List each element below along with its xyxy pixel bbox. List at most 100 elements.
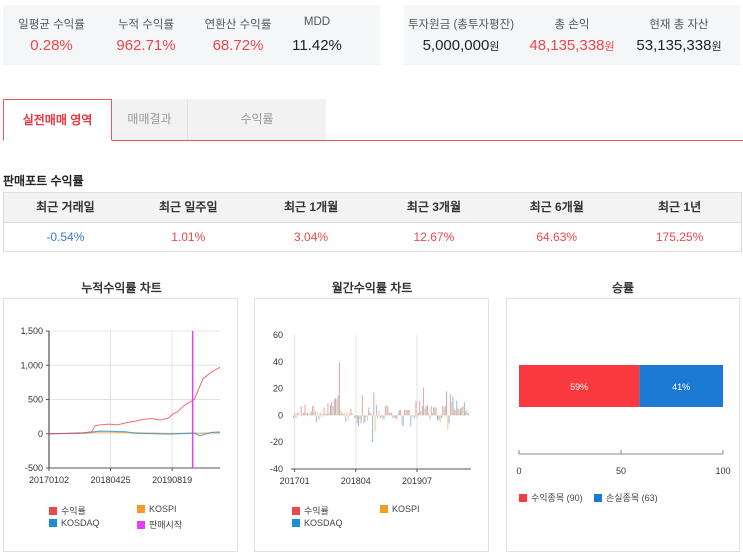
svg-text:201907: 201907 bbox=[402, 476, 432, 486]
stat-principal: 투자원금 (총투자평잔) 5,000,000원 bbox=[404, 5, 518, 65]
legend-swatch bbox=[49, 506, 57, 515]
legend-label: 손실종목 (63) bbox=[606, 493, 658, 503]
legend-swatch bbox=[594, 493, 602, 502]
table-header-row: 최근 거래일 최근 일주일 최근 1개월 최근 3개월 최근 6개월 최근 1년 bbox=[4, 193, 741, 222]
legend-swatch bbox=[49, 519, 57, 527]
stat-value: 48,135,338원 bbox=[518, 37, 626, 54]
currency-unit: 원 bbox=[604, 41, 615, 53]
svg-text:-500: -500 bbox=[25, 463, 43, 473]
svg-text:-20: -20 bbox=[270, 437, 283, 447]
tab-live-trading[interactable]: 실전매매 영역 bbox=[3, 99, 112, 141]
svg-text:100: 100 bbox=[715, 466, 730, 476]
stat-label: 누적 수익률 bbox=[117, 19, 175, 31]
legend-swatch bbox=[292, 506, 300, 515]
value-cell: 64.63% bbox=[536, 230, 578, 244]
stat-mdd: MDD 11.42% bbox=[284, 5, 350, 65]
stat-total-pnl: 총 손익 48,135,338원 bbox=[518, 5, 626, 65]
value-cell: 3.04% bbox=[294, 230, 329, 244]
monthly-chart-canvas: 60 40 20 0 -20 -40 201701 201804 201907 bbox=[270, 330, 471, 486]
stat-number: 53,135,338 bbox=[636, 37, 712, 54]
value-cell: 12.67% bbox=[413, 230, 455, 244]
svg-text:60: 60 bbox=[273, 330, 283, 340]
header-cell: 최근 거래일 bbox=[36, 200, 95, 214]
legend-item-kospi[interactable]: KOSPI bbox=[380, 504, 420, 514]
stat-value: 0.28% bbox=[30, 37, 73, 54]
tab-bar: 실전매매 영역 매매결과 수익률 bbox=[3, 99, 743, 141]
stat-annualized-return: 연환산 수익률 68.72% bbox=[192, 5, 284, 65]
value-cell: 1.01% bbox=[171, 230, 206, 244]
chart-title-winrate: 승률 bbox=[611, 281, 635, 295]
svg-text:500: 500 bbox=[28, 395, 43, 405]
legend-item-winning-stocks[interactable]: 수익종목 (90) bbox=[519, 491, 583, 504]
stat-label: 투자원금 (총투자평잔) bbox=[407, 19, 515, 31]
legend-swatch bbox=[292, 519, 300, 527]
svg-text:50: 50 bbox=[616, 466, 626, 476]
svg-text:0: 0 bbox=[38, 429, 43, 439]
summary-box-assets: 투자원금 (총투자평잔) 5,000,000원 총 손익 48,135,338원… bbox=[404, 5, 740, 65]
legend-swatch bbox=[137, 505, 145, 513]
legend-swatch bbox=[137, 520, 145, 529]
table-row: -0.54% 1.01% 3.04% 12.67% 64.63% 175.25% bbox=[4, 222, 741, 251]
tab-underline bbox=[3, 140, 743, 141]
chart-title-cumulative: 누적수익률 차트 bbox=[81, 281, 162, 295]
stat-number: 5,000,000 bbox=[422, 37, 490, 54]
stat-label: 연환산 수익률 bbox=[204, 19, 272, 31]
legend-swatch bbox=[380, 505, 388, 513]
currency-unit: 원 bbox=[489, 41, 500, 53]
cumulative-return-chart: 1,500 1,000 500 0 -500 20170102 20180425 201908… bbox=[3, 298, 238, 552]
winrate-chart-canvas: 59% 41% 0 50 100 bbox=[516, 365, 731, 476]
stat-total-assets: 현재 총 자산 53,135,338원 bbox=[626, 5, 732, 65]
svg-text:1,000: 1,000 bbox=[20, 360, 43, 370]
stat-label: 일평균 수익률 bbox=[18, 19, 85, 31]
legend-item-kospi[interactable]: KOSPI bbox=[137, 504, 177, 514]
svg-text:0: 0 bbox=[278, 410, 283, 420]
svg-text:59%: 59% bbox=[570, 382, 588, 392]
svg-text:20190819: 20190819 bbox=[152, 475, 192, 485]
stat-value: 68.72% bbox=[212, 37, 264, 54]
stat-daily-avg-return: 일평균 수익률 0.28% bbox=[3, 5, 100, 65]
svg-text:20: 20 bbox=[273, 384, 283, 394]
svg-text:1,500: 1,500 bbox=[20, 326, 43, 336]
legend-item-kosdaq[interactable]: KOSDAQ bbox=[49, 518, 100, 528]
value-cell: -0.54% bbox=[46, 230, 85, 244]
legend-label: KOSPI bbox=[149, 504, 177, 514]
svg-text:-40: -40 bbox=[270, 464, 283, 474]
header-cell: 최근 1년 bbox=[657, 200, 702, 214]
legend-item-kosdaq[interactable]: KOSDAQ bbox=[292, 518, 343, 528]
header-cell: 최근 6개월 bbox=[529, 200, 584, 214]
stat-value: 5,000,000원 bbox=[404, 37, 518, 54]
legend-label: 수익률 bbox=[304, 506, 329, 516]
tab-returns[interactable]: 수익률 bbox=[188, 99, 326, 140]
legend-label: KOSDAQ bbox=[61, 518, 100, 528]
legend-item-profit[interactable]: 수익률 bbox=[49, 504, 86, 517]
chart-title-monthly: 월간수익률 차트 bbox=[331, 281, 413, 295]
legend-item-sale-start[interactable]: 판매시작 bbox=[137, 518, 182, 531]
header-cell: 최근 1개월 bbox=[283, 200, 339, 214]
header-cell: 최근 3개월 bbox=[406, 200, 461, 214]
monthly-return-chart: 60 40 20 0 -20 -40 201701 201804 201907 수익률 KOSP… bbox=[254, 298, 489, 552]
svg-text:41%: 41% bbox=[672, 382, 690, 392]
tab-trade-results[interactable]: 매매결과 bbox=[112, 99, 188, 140]
stat-label: 현재 총 자산 bbox=[649, 19, 709, 31]
legend-item-losing-stocks[interactable]: 손실종목 (63) bbox=[594, 491, 658, 504]
legend-label: 수익률 bbox=[61, 506, 86, 516]
svg-text:20170102: 20170102 bbox=[29, 475, 69, 485]
svg-text:0: 0 bbox=[516, 466, 521, 476]
legend-label: 수익종목 (90) bbox=[531, 493, 583, 503]
returns-table: 최근 거래일 최근 일주일 최근 1개월 최근 3개월 최근 6개월 최근 1년… bbox=[3, 192, 742, 252]
cumulative-chart-canvas: 1,500 1,000 500 0 -500 20170102 20180425 201908… bbox=[20, 326, 221, 485]
svg-text:20180425: 20180425 bbox=[91, 475, 131, 485]
summary-box-returns: 일평균 수익률 0.28% 누적 수익률 962.71% 연환산 수익률 68.… bbox=[3, 5, 380, 65]
legend-label: KOSDAQ bbox=[304, 518, 343, 528]
legend-item-profit[interactable]: 수익률 bbox=[292, 504, 329, 517]
svg-text:201701: 201701 bbox=[280, 476, 310, 486]
win-rate-chart: 59% 41% 0 50 100 수익종목 (90) 손실종목 (63) bbox=[506, 298, 740, 552]
stat-cumulative-return: 누적 수익률 962.71% bbox=[100, 5, 192, 65]
legend-label: KOSPI bbox=[392, 504, 420, 514]
stat-value: 53,135,338원 bbox=[626, 37, 732, 54]
section-title-portfolio-returns: 판매포트 수익률 bbox=[3, 174, 84, 188]
header-cell: 최근 일주일 bbox=[158, 200, 218, 214]
svg-text:201804: 201804 bbox=[341, 476, 371, 486]
stat-number: 48,135,338 bbox=[529, 37, 605, 54]
svg-text:40: 40 bbox=[273, 357, 283, 367]
